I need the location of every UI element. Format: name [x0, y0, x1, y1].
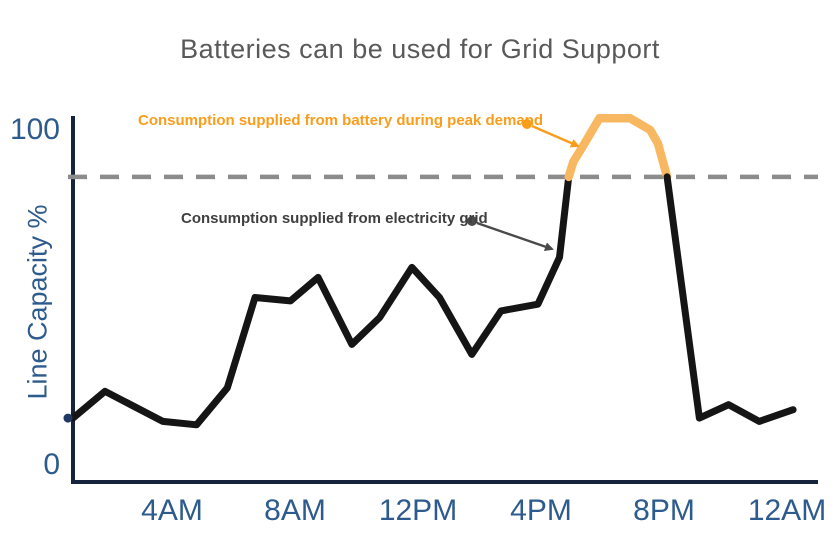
- battery-supply-line-segment: [564, 114, 672, 182]
- annotation-dot-grid: [467, 216, 477, 226]
- y-tick-label: 100: [9, 113, 60, 146]
- x-tick-label: 4PM: [510, 494, 572, 527]
- y-axis-label: Line Capacity %: [22, 204, 53, 400]
- line-start-point-marker: [63, 413, 73, 423]
- grid-supply-line-segment: [69, 173, 573, 429]
- x-tick-label: 12AM: [747, 494, 827, 527]
- x-tick-label: 8AM: [264, 494, 326, 527]
- annotation-arrow-battery: [531, 124, 580, 148]
- x-tick-label: 8PM: [633, 494, 695, 527]
- x-tick-label: 12PM: [378, 494, 458, 527]
- x-tick-label: 4AM: [141, 494, 203, 527]
- annotation-arrow-grid: [476, 221, 554, 251]
- y-tick-label: 0: [43, 448, 60, 481]
- annotation-grid-supply: Consumption supplied from electricity gr…: [181, 210, 488, 227]
- grid-supply-line-segment: [663, 173, 797, 425]
- annotation-dot-battery: [522, 119, 532, 129]
- annotation-battery-peak: Consumption supplied from battery during…: [138, 112, 544, 129]
- chart-title: Batteries can be used for Grid Support: [180, 34, 660, 64]
